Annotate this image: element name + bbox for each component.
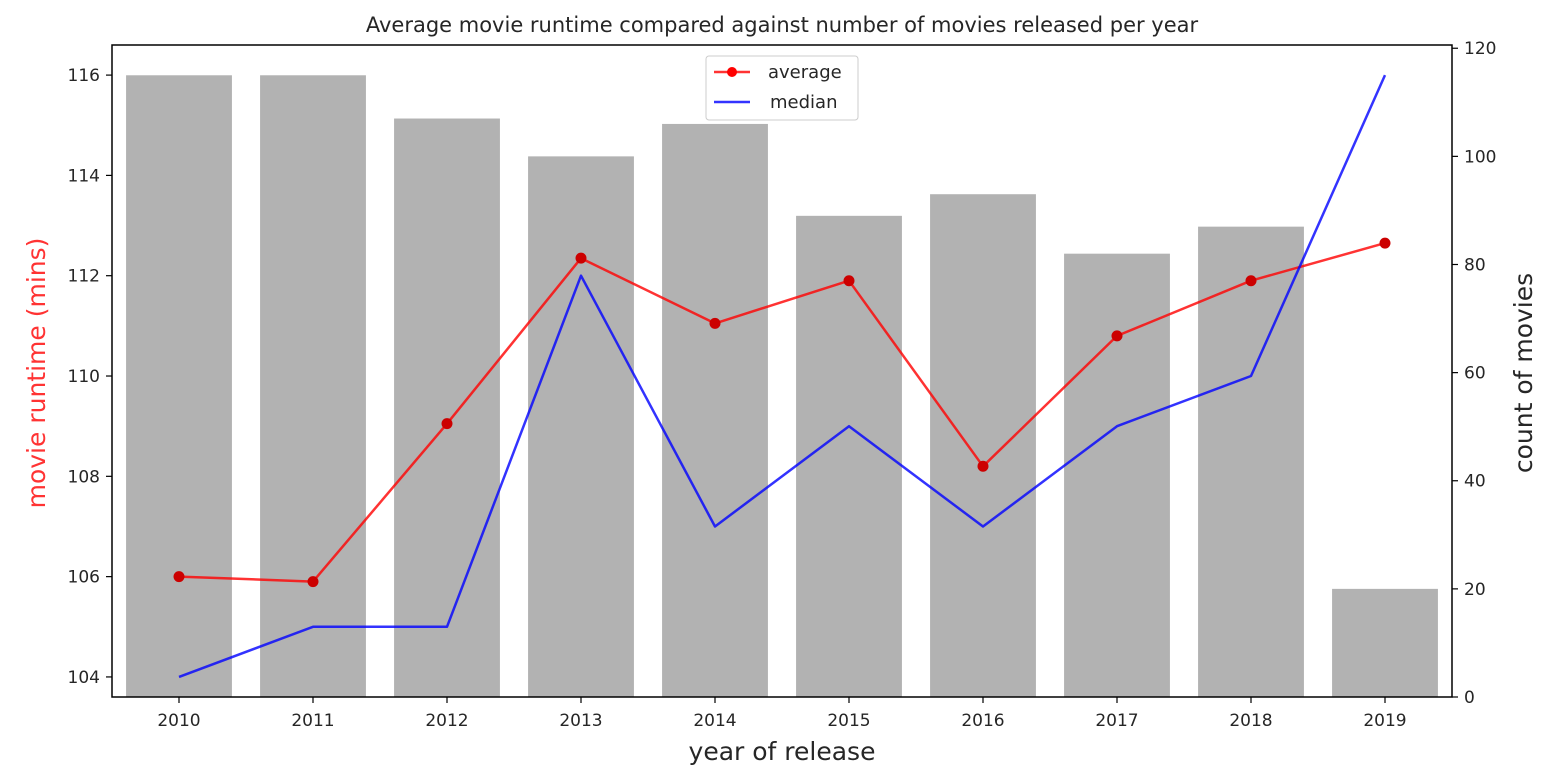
y-right-tick-label-100: 100 — [1464, 147, 1496, 167]
bar-2013 — [528, 156, 634, 697]
point-average-2010 — [173, 571, 185, 583]
point-average-2017 — [1111, 330, 1123, 342]
bar-2017 — [1064, 253, 1170, 698]
bar-2019 — [1332, 588, 1438, 697]
x-ticks: 2010 2011 2012 2013 2014 2015 2016 2017 2018 2019 — [157, 697, 1407, 731]
point-average-2014 — [709, 317, 721, 329]
x-tick-label-2018: 2018 — [1229, 711, 1272, 731]
y-left-ticks: 104 106 108 110 112 114 116 — [68, 66, 112, 688]
y-left-axis-label: movie runtime (mins) — [22, 238, 51, 509]
y-right-tick-label-60: 60 — [1464, 364, 1486, 384]
legend-label-average: average — [768, 62, 842, 83]
y-right-tick-label-80: 80 — [1464, 255, 1486, 275]
point-average-2012 — [441, 418, 453, 430]
point-average-2018 — [1245, 275, 1257, 287]
y-right-tick-label-20: 20 — [1464, 580, 1486, 600]
x-tick-label-2011: 2011 — [291, 711, 334, 731]
series-line-median — [178, 74, 1387, 679]
legend: average median — [705, 55, 859, 121]
y-left-tick-label-108: 108 — [68, 467, 100, 487]
bar-2016 — [930, 194, 1036, 697]
x-tick-label-2017: 2017 — [1095, 711, 1138, 731]
legend-marker-average — [727, 67, 737, 77]
x-axis-label: year of release — [689, 737, 876, 766]
x-tick-label-2014: 2014 — [693, 711, 736, 731]
y-right-ticks: 0 20 40 60 80 100 120 — [1452, 39, 1496, 708]
legend-label-median: median — [770, 92, 837, 113]
y-right-tick-label-40: 40 — [1464, 472, 1486, 492]
bar-2018 — [1198, 226, 1304, 698]
y-left-tick-label-114: 114 — [68, 166, 100, 186]
y-right-axis-label: count of movies — [1509, 273, 1538, 473]
bars-layer — [126, 75, 1438, 698]
point-average-2015 — [843, 275, 855, 287]
bar-2012 — [394, 118, 500, 698]
y-right-tick-label-120: 120 — [1464, 39, 1496, 59]
point-average-2019 — [1379, 237, 1391, 249]
series-line-average — [178, 241, 1386, 583]
point-average-2011 — [307, 576, 319, 588]
x-tick-label-2016: 2016 — [961, 711, 1004, 731]
lines-layer — [173, 74, 1391, 679]
y-left-tick-label-112: 112 — [68, 267, 100, 287]
point-average-2013 — [575, 252, 587, 264]
y-right-tick-label-0: 0 — [1464, 688, 1475, 708]
x-tick-label-2013: 2013 — [559, 711, 602, 731]
chart-title: Average movie runtime compared against n… — [366, 13, 1199, 37]
bar-2011 — [260, 75, 366, 698]
point-average-2016 — [977, 460, 989, 472]
y-left-tick-label-104: 104 — [68, 668, 100, 688]
y-left-tick-label-110: 110 — [68, 367, 100, 387]
plot-frame — [111, 44, 1453, 698]
bar-2010 — [126, 75, 232, 698]
y-left-tick-label-106: 106 — [68, 568, 100, 588]
bar-2014 — [662, 123, 768, 697]
bar-2015 — [796, 215, 902, 697]
x-tick-label-2010: 2010 — [157, 711, 200, 731]
x-tick-label-2015: 2015 — [827, 711, 870, 731]
y-left-tick-label-116: 116 — [68, 66, 100, 86]
x-tick-label-2012: 2012 — [425, 711, 468, 731]
x-tick-label-2019: 2019 — [1363, 711, 1406, 731]
